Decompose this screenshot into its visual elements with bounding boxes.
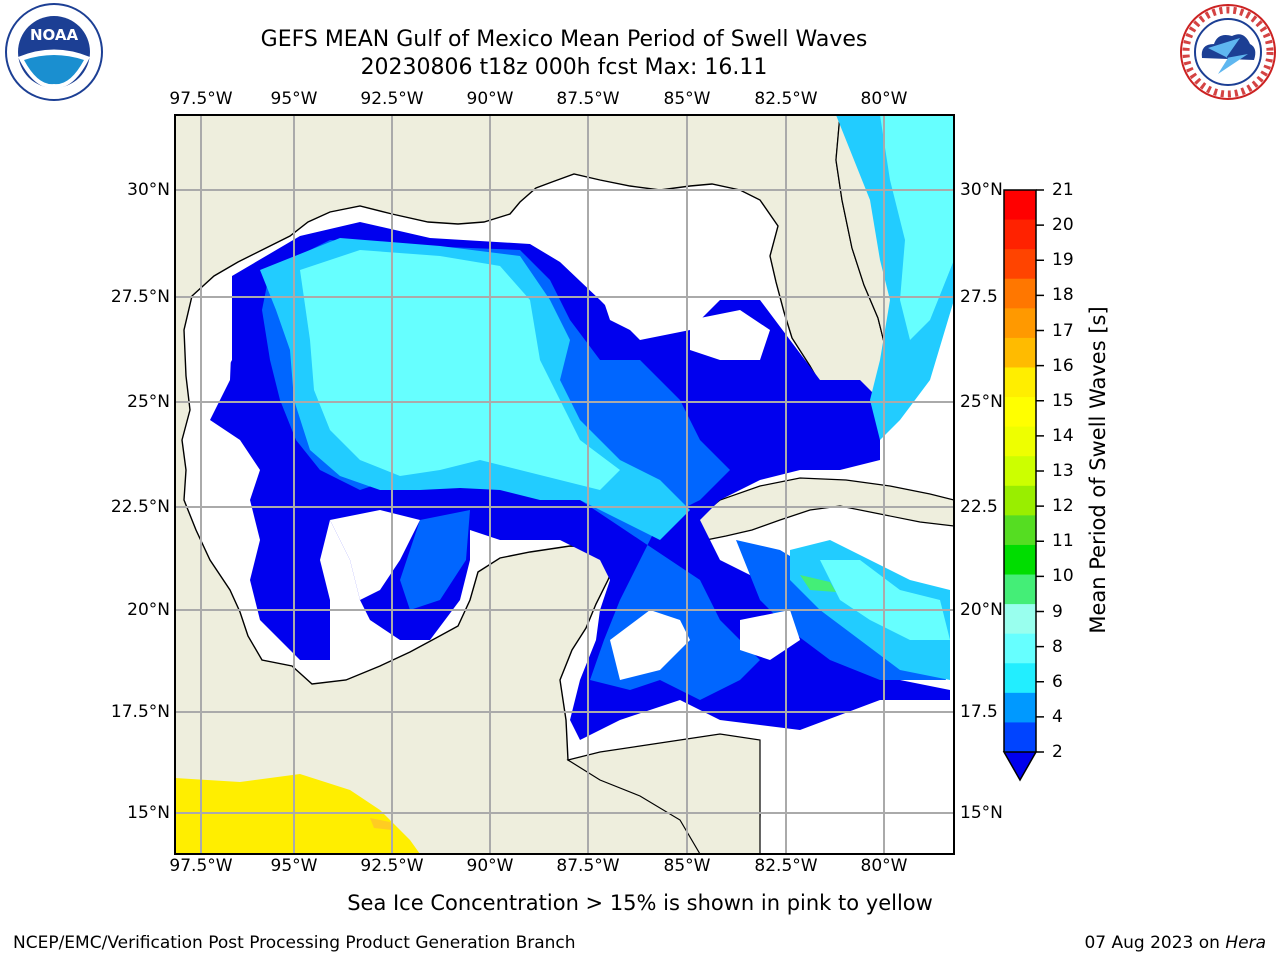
lat-label-left: 22.5°N [110,497,170,517]
colorbar-tick-label: 16 [1052,355,1074,376]
credit-text: NCEP/EMC/Verification Post Processing Pr… [13,933,576,953]
colorbar-segment [1004,367,1036,398]
colorbar-tick-label: 6 [1052,671,1063,692]
lat-label-right: 27.5 [960,287,998,307]
chart-subtitle: 20230806 t18z 000h fcst Max: 16.11 [360,55,768,80]
colorbar-segment [1004,485,1036,516]
colorbar-tick-label: 15 [1052,390,1074,411]
colorbar-tick-label: 20 [1052,215,1074,236]
lat-label-right: 17.5 [960,702,998,722]
land-honduras [566,733,761,854]
lon-label-top: 82.5°W [754,89,818,109]
colorbar-segment [1004,544,1036,576]
lon-label-bottom: 87.5°W [556,856,620,876]
lon-label-bottom: 95°W [270,856,318,876]
footnote: Sea Ice Concentration > 15% is shown in … [0,891,1280,915]
colorbar-segment [1004,308,1036,339]
noaa-logo-text: NOAA [30,26,79,44]
date-prefix: 07 Aug 2023 on [1084,933,1226,953]
colorbar-tick-label: 17 [1052,320,1074,341]
colorbar-segment [1004,515,1036,546]
colorbar-tick-label: 18 [1052,285,1074,306]
lon-label-top: 85°W [663,89,711,109]
chart-title: GEFS MEAN Gulf of Mexico Mean Period of … [260,27,868,52]
colorbar-segment [1004,219,1036,250]
lat-label-left: 30°N [127,180,170,200]
colorbar-segment [1004,337,1036,368]
nws-logo [1180,4,1276,100]
lon-label-bottom: 85°W [663,856,711,876]
lat-label-right: 22.5 [960,497,998,517]
colorbar-segment [1004,633,1036,664]
lat-label-right: 25°N [960,392,1003,412]
land-cuba [697,477,954,541]
lat-label-left: 17.5°N [110,702,170,722]
colorbar-tick-label: 4 [1052,706,1063,727]
lat-label-left: 27.5°N [110,287,170,307]
map-plot-area [175,115,954,854]
lon-label-top: 92.5°W [360,89,424,109]
lat-label-left: 25°N [127,392,170,412]
date-host: Hera [1225,933,1266,953]
colorbar-tick-label: 8 [1052,636,1063,657]
lat-label-right: 30°N [960,180,1003,200]
colorbar-segment [1004,574,1036,605]
colorbar-tick-label: 13 [1052,461,1074,481]
lat-label-left: 20°N [127,600,170,620]
lat-label-right: 20°N [960,600,1003,620]
lon-label-top: 95°W [270,89,318,109]
colorbar-segment [1004,604,1036,635]
colorbar-tick-label: 11 [1052,531,1074,552]
colorbar-segment [1004,278,1036,309]
colorbar-segment [1004,663,1036,694]
colorbar-label: Mean Period of Swell Waves [s] [1086,306,1110,634]
colorbar-tick-label: 21 [1052,180,1074,200]
colorbar-tick-label: 19 [1052,250,1074,271]
colorbar [1002,189,1044,782]
colorbar-segment [1004,397,1036,428]
colorbar-segment [1004,190,1036,221]
lon-label-bottom: 90°W [466,856,514,876]
date-text: 07 Aug 2023 on Hera [1084,933,1266,953]
colorbar-tick-label: 14 [1052,425,1074,446]
colorbar-segment [1004,426,1036,457]
lon-label-bottom: 92.5°W [360,856,424,876]
lon-label-bottom: 80°W [860,856,908,876]
lon-label-top: 80°W [860,89,908,109]
colorbar-segment [1004,692,1036,723]
map-frame [174,114,955,855]
colorbar-segment [1004,722,1036,753]
colorbar-segment [1004,456,1036,487]
lon-label-top: 97.5°W [169,89,233,109]
lat-label-right: 15°N [960,803,1003,823]
footnote-text: Sea Ice Concentration > 15% is shown in … [347,891,933,915]
lat-label-left: 15°N [127,803,170,823]
lon-label-bottom: 97.5°W [169,856,233,876]
lon-label-top: 87.5°W [556,89,620,109]
colorbar-segment [1004,249,1036,280]
colorbar-tick-label: 10 [1052,566,1074,587]
graticule [175,115,954,854]
colorbar-tick-label: 9 [1052,601,1063,622]
colorbar-extend-triangle [1002,751,1038,782]
lon-label-bottom: 82.5°W [754,856,818,876]
lon-label-top: 90°W [466,89,514,109]
noaa-logo: NOAA [5,3,103,101]
colorbar-tick-label: 12 [1052,496,1074,517]
colorbar-tick-label: 2 [1052,742,1063,762]
